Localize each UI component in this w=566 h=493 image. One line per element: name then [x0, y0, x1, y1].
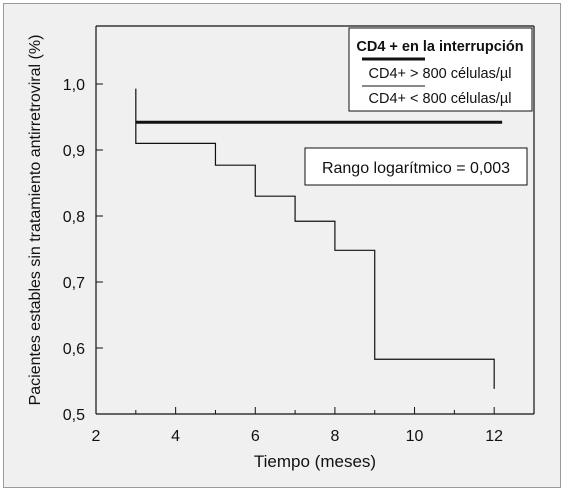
annotation-text: Rango logarítmico = 0,003 — [322, 160, 510, 177]
y-axis-title: Pacientes estables sin tratamiento antir… — [27, 35, 44, 406]
x-tick-label: 8 — [330, 428, 339, 445]
y-tick-label: 1,0 — [63, 77, 85, 94]
y-tick-label: 0,6 — [63, 341, 85, 358]
legend-entry-high: CD4+ > 800 células/µl — [369, 66, 512, 82]
y-tick-label: 0,7 — [63, 275, 85, 292]
x-tick-label: 10 — [406, 428, 424, 445]
legend-title: CD4 + en la interrupción — [356, 39, 523, 55]
legend-box — [348, 27, 533, 112]
x-axis-title: Tiempo (meses) — [254, 452, 376, 471]
y-tick-label: 0,9 — [63, 143, 85, 160]
annotation-frame — [304, 147, 528, 186]
annotation-box: Rango logarítmico = 0,003 — [304, 147, 528, 186]
x-tick-label: 6 — [251, 428, 260, 445]
x-tick-label: 12 — [485, 428, 503, 445]
series-line-cd4-low — [135, 88, 495, 389]
y-tick-label: 0,8 — [63, 209, 85, 226]
legend-entry-low: CD4+ < 800 células/µl — [369, 91, 512, 107]
y-tick-label: 0,5 — [63, 407, 85, 424]
x-tick-label: 4 — [171, 428, 180, 445]
x-tick-label: 2 — [92, 428, 101, 445]
legend: CD4 + en la interrupción CD4+ > 800 célu… — [348, 27, 533, 112]
